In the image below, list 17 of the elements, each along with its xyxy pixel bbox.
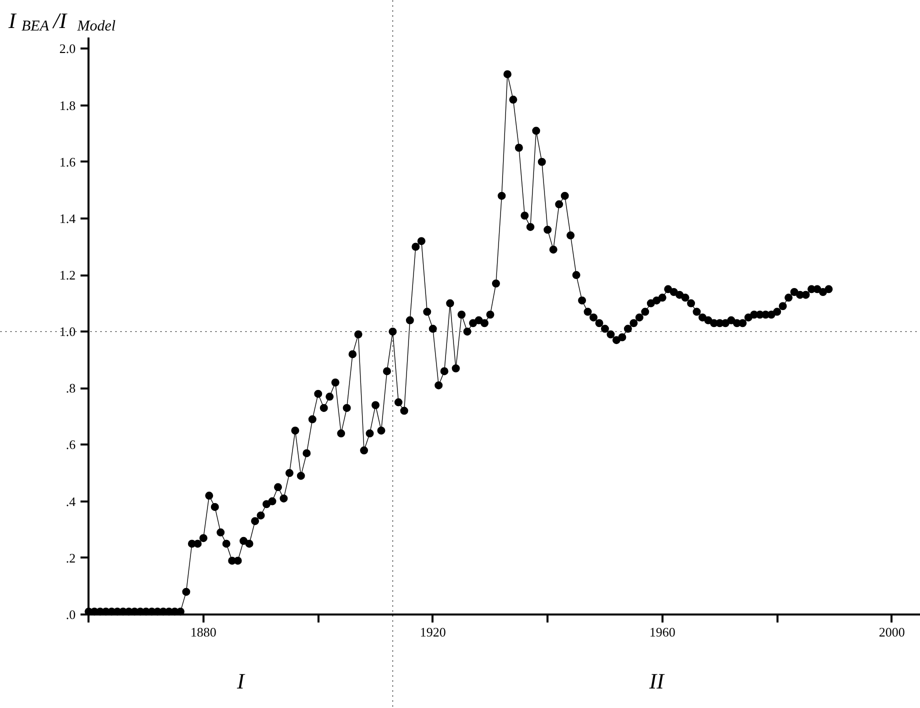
y-tick-label: 2.0 [59,41,76,56]
x-tick-label: 1960 [649,624,676,640]
text: II [648,668,666,694]
y-tick-label: 1.2 [59,268,76,283]
x-tick-label: 2000 [878,624,905,640]
y-tick-label: .8 [66,380,76,396]
y-tick-label: .6 [66,437,76,452]
x-tick-label: 1880 [190,624,216,640]
y-tick-label: 1.0 [59,324,76,340]
text: I [236,668,246,694]
y-tick-label: .4 [66,494,76,509]
y-tick-label: 1.8 [59,98,76,113]
y-tick-label: 1.4 [59,210,76,226]
y-tick-label: 1.6 [59,154,76,170]
x-tick-label: 1920 [420,624,446,640]
y-tick-label: .2 [66,550,76,566]
y-tick-label: .0 [66,606,76,622]
